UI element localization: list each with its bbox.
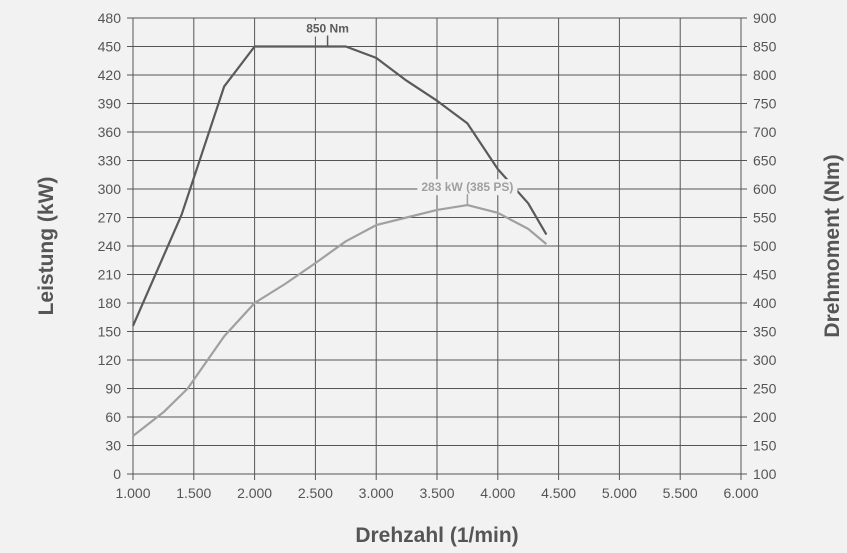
series-line-torque [131,45,548,327]
y-left-tick-label: 150 [98,324,122,340]
y-right-tick-label: 550 [753,210,777,226]
x-tick-label: 1.000 [115,485,150,501]
y-axis-right-label: Drehmoment (Nm) [821,154,844,337]
annotation-label: 283 kW (385 PS) [421,180,513,194]
series-group [131,45,548,437]
x-tick-label: 4.000 [480,485,515,501]
y-right-tick-label: 800 [753,67,777,83]
y-right-tick-label: 100 [753,466,777,482]
y-right-tick-label: 450 [753,267,777,283]
y-left-tick-label: 60 [105,409,121,425]
tick-labels: 0 100 30 150 60 200 90 250 120 300 150 350 180 400 210… [98,10,777,501]
y-left-tick-label: 90 [105,381,121,397]
y-left-tick-label: 120 [98,352,122,368]
y-right-tick-label: 900 [753,10,777,26]
x-tick-label: 1.500 [176,485,211,501]
annotation-background [417,179,518,196]
y-left-tick-label: 240 [98,238,122,254]
y-right-tick-label: 600 [753,181,777,197]
y-left-tick-label: 420 [98,67,122,83]
y-right-tick-label: 500 [753,238,777,254]
annotation-label: 850 Nm [306,22,349,36]
x-tick-label: 2.500 [298,485,333,501]
x-tick-label: 3.500 [419,485,454,501]
y-left-tick-label: 300 [98,181,122,197]
y-right-tick-label: 200 [753,409,777,425]
series-line-power [132,204,548,437]
y-right-tick-label: 300 [753,352,777,368]
y-right-tick-label: 250 [753,381,777,397]
y-right-tick-label: 850 [753,39,777,55]
x-tick-label: 3.000 [359,485,394,501]
y-left-tick-label: 480 [98,10,122,26]
y-left-tick-label: 0 [113,466,121,482]
grid-lines [127,17,747,480]
y-left-tick-label: 450 [98,39,122,55]
annotations: 850 Nm 283 kW (385 PS) [302,20,518,206]
x-axis-label: Drehzahl (1/min) [355,524,518,547]
y-right-tick-label: 650 [753,153,777,169]
x-tick-label: 2.000 [237,485,272,501]
y-axis-left-label: Leistung (kW) [35,177,58,316]
y-right-tick-label: 350 [753,324,777,340]
y-right-tick-label: 150 [753,438,777,454]
x-tick-label: 5.000 [602,485,637,501]
y-left-tick-label: 210 [98,267,122,283]
x-tick-label: 6.000 [723,485,758,501]
y-right-tick-label: 750 [753,96,777,112]
x-tick-label: 5.500 [663,485,698,501]
y-right-tick-label: 700 [753,124,777,140]
y-left-tick-label: 330 [98,153,122,169]
y-left-tick-label: 390 [98,96,122,112]
y-left-tick-label: 30 [105,438,121,454]
x-tick-label: 4.500 [541,485,576,501]
y-left-tick-label: 270 [98,210,122,226]
y-left-tick-label: 180 [98,295,122,311]
annotation-background [302,20,353,37]
y-right-tick-label: 400 [753,295,777,311]
y-left-tick-label: 360 [98,124,122,140]
